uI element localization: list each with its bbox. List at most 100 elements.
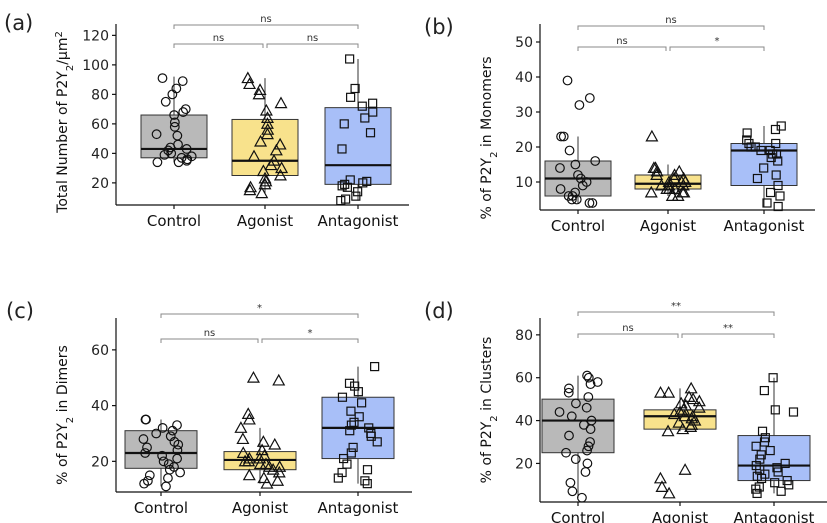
- panel-b-category-label: Antagonist: [724, 217, 805, 235]
- data-point-circle: [169, 110, 180, 120]
- data-point-square: [337, 392, 348, 402]
- panel-b-y-tick-label: 50: [515, 35, 533, 51]
- data-point-circle: [562, 75, 573, 86]
- data-point-square: [357, 101, 367, 111]
- data-point-triangle: [676, 422, 690, 435]
- bracket-line: [669, 46, 765, 51]
- panel-d-significance-bracket: ns: [577, 323, 679, 338]
- panel-d-category-label: Agonist: [652, 509, 708, 523]
- data-point-square: [346, 420, 356, 430]
- data-point-triangle: [676, 178, 690, 191]
- data-point-square: [759, 163, 769, 173]
- panel-c-y-axis-label: % of P2Y2 in Dimers: [55, 345, 76, 485]
- data-point-square: [788, 407, 799, 417]
- data-point-triangle: [661, 424, 675, 437]
- data-point-square: [770, 124, 781, 135]
- data-point-circle: [171, 83, 182, 94]
- panel-a-plot: 20 40 60 80 100 120 Control Agonist Antagonist ns…: [82, 14, 409, 230]
- data-point-circle: [592, 377, 603, 387]
- data-point-circle: [178, 107, 189, 117]
- data-point-square: [752, 173, 763, 184]
- data-point-circle: [163, 473, 173, 483]
- data-point-circle: [157, 423, 168, 433]
- data-point-triangle: [234, 421, 248, 433]
- data-point-circle: [582, 370, 592, 381]
- data-point-circle: [577, 180, 588, 191]
- panel-a-y-axis-label: Total Number of P2Y2/µm2: [54, 31, 76, 214]
- box-control: [140, 114, 208, 159]
- bracket-label: ns: [622, 323, 634, 334]
- panel-a-y-tick-label: 80: [91, 87, 109, 103]
- panel-a-y-tick-label: 100: [82, 58, 109, 74]
- data-point-triangle: [667, 407, 681, 420]
- panel-b-y-axis-label: % of P2Y2 in Monomers: [479, 56, 500, 219]
- data-point-triangle: [692, 400, 706, 413]
- data-point-circle: [580, 467, 591, 477]
- data-point-circle: [577, 492, 587, 503]
- panel-b-y-tick-label: 10: [515, 175, 533, 191]
- bracket-label: *: [257, 303, 262, 314]
- data-point-triangle: [252, 87, 266, 100]
- panel-a-y-tick-label: 120: [82, 28, 109, 44]
- data-point-circle: [574, 100, 585, 110]
- data-point-square: [773, 156, 783, 166]
- bracket-label: **: [671, 301, 681, 312]
- panel-b-significance-bracket: ns: [577, 15, 765, 30]
- data-point-circle: [167, 89, 178, 100]
- panel-c-category-label: Antagonist: [318, 499, 399, 517]
- data-point-square: [762, 198, 772, 208]
- data-point-circle: [140, 414, 151, 425]
- data-point-circle: [561, 447, 571, 458]
- bracket-label: *: [308, 328, 313, 339]
- data-point-square: [368, 98, 378, 108]
- panel-a-antagonist-group: [324, 54, 392, 206]
- data-point-triangle: [260, 127, 274, 140]
- panel-b-agonist-group: [634, 129, 702, 201]
- bracket-label: ns: [665, 15, 677, 26]
- panel-d: (d) % of P2Y2 in Clusters: [424, 299, 500, 483]
- data-point-square: [357, 398, 367, 408]
- panel-c-significance-bracket: *: [160, 303, 359, 318]
- bracket-line: [160, 313, 359, 318]
- data-point-circle: [583, 392, 594, 402]
- bracket-line: [577, 333, 679, 338]
- data-point-square: [337, 181, 347, 191]
- data-point-square: [360, 476, 370, 486]
- data-point-triangle: [673, 405, 687, 417]
- data-point-circle: [159, 149, 170, 160]
- data-point-triangle: [274, 96, 288, 109]
- data-point-circle: [151, 129, 162, 140]
- data-point-circle: [555, 163, 565, 173]
- data-point-triangle: [273, 168, 287, 181]
- panel-a-y-tick-label: 40: [91, 146, 109, 162]
- data-point-triangle: [236, 446, 250, 458]
- data-point-circle: [583, 372, 594, 383]
- data-point-square: [350, 83, 360, 94]
- data-point-square: [372, 437, 382, 447]
- data-point-triangle: [692, 394, 706, 407]
- data-point-square: [370, 361, 380, 372]
- panel-a: (a) Total Number of P2Y2/µm2: [4, 11, 76, 214]
- panel-a-control-group: [140, 73, 208, 168]
- data-point-circle: [570, 454, 581, 465]
- data-point-square: [765, 445, 775, 456]
- bracket-line: [266, 43, 359, 48]
- data-point-triangle: [677, 403, 691, 415]
- data-point-square: [773, 467, 783, 477]
- bracket-label: *: [715, 36, 720, 47]
- data-point-square: [757, 426, 768, 436]
- data-point-circle: [172, 420, 182, 431]
- data-point-circle: [564, 430, 574, 441]
- data-point-triangle: [257, 449, 271, 461]
- data-point-square: [340, 179, 350, 189]
- data-point-circle: [139, 478, 150, 489]
- panel-d-significance-bracket: **: [577, 301, 775, 316]
- panel-d-y-tick-label: 40: [515, 414, 533, 430]
- panel-c-y-tick-label: 20: [91, 454, 109, 470]
- data-point-circle: [565, 477, 576, 488]
- data-point-circle: [566, 411, 577, 422]
- data-point-triangle: [258, 171, 272, 184]
- data-point-circle: [172, 453, 183, 464]
- panel-c: (c) % of P2Y2 in Dimers: [6, 299, 76, 485]
- data-point-square: [771, 138, 781, 149]
